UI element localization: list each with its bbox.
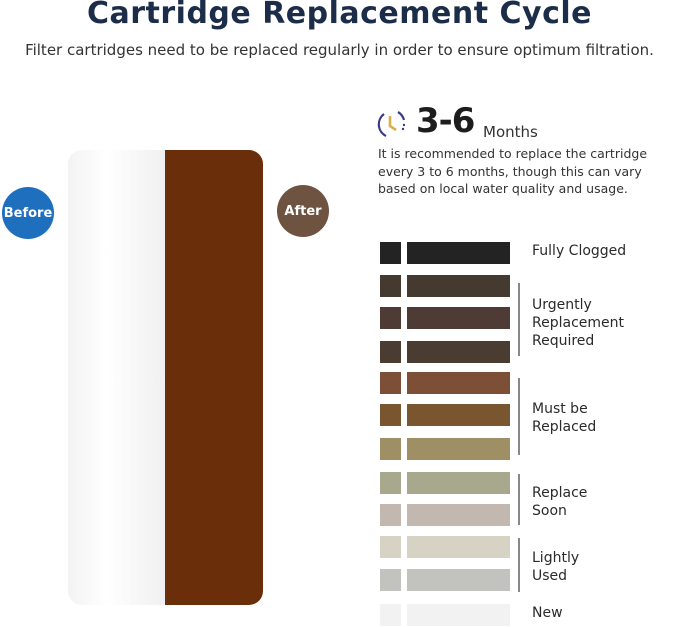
months-range: 3-6 bbox=[416, 101, 475, 141]
label-must-be-replaced: Must be Replaced bbox=[532, 401, 597, 435]
color-swatch bbox=[407, 569, 510, 591]
label-new: New bbox=[532, 605, 563, 621]
color-swatch bbox=[380, 438, 401, 460]
page-subtitle: Filter cartridges need to be replaced re… bbox=[25, 41, 654, 59]
group-divider bbox=[518, 474, 520, 525]
color-swatch bbox=[407, 438, 510, 460]
color-swatch bbox=[407, 242, 510, 264]
label-lightly-used: Lightly Used bbox=[532, 550, 580, 584]
new-cartridge-half bbox=[68, 150, 165, 605]
color-swatch bbox=[407, 275, 510, 297]
color-swatch bbox=[380, 242, 401, 264]
color-swatch bbox=[407, 404, 510, 426]
color-swatch bbox=[380, 472, 401, 494]
label-urgently-replacement: Urgently Replacement Required bbox=[532, 297, 624, 349]
color-swatch bbox=[407, 504, 510, 526]
clock-cycle-icon bbox=[377, 111, 406, 137]
color-swatch bbox=[380, 372, 401, 394]
color-swatch bbox=[380, 341, 401, 363]
page-title: Cartridge Replacement Cycle bbox=[86, 0, 593, 31]
color-swatch bbox=[407, 536, 510, 558]
color-swatch bbox=[380, 404, 401, 426]
color-swatch bbox=[380, 275, 401, 297]
color-swatch bbox=[407, 472, 510, 494]
color-swatch bbox=[380, 536, 401, 558]
months-unit: Months bbox=[483, 123, 538, 141]
color-swatch bbox=[407, 341, 510, 363]
label-replace-soon: Replace Soon bbox=[532, 485, 588, 519]
after-badge: After bbox=[277, 185, 329, 237]
used-cartridge-half bbox=[165, 150, 263, 605]
replacement-description: It is recommended to replace the cartrid… bbox=[378, 146, 648, 196]
color-swatch bbox=[407, 372, 510, 394]
color-swatch bbox=[407, 307, 510, 329]
label-fully-clogged: Fully Clogged bbox=[532, 243, 627, 259]
group-divider bbox=[518, 283, 520, 356]
group-divider bbox=[518, 378, 520, 455]
color-swatch bbox=[407, 604, 510, 626]
color-swatch bbox=[380, 569, 401, 591]
color-swatch bbox=[380, 504, 401, 526]
color-swatch bbox=[380, 604, 401, 626]
color-swatch bbox=[380, 307, 401, 329]
group-divider bbox=[518, 538, 520, 592]
before-badge: Before bbox=[2, 187, 54, 239]
